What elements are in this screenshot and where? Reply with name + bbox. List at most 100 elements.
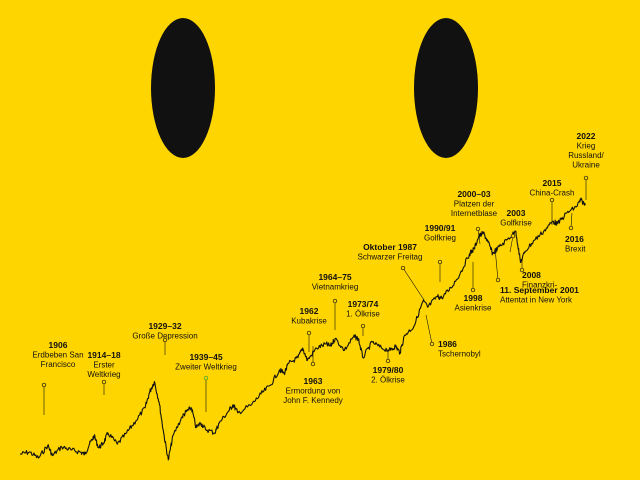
annotation-text: Brexit: [565, 245, 586, 254]
annotation-text: Kubakrise: [291, 317, 327, 326]
annotation-label: 1964–75 Vietnamkrieg: [312, 272, 359, 292]
annotation-marker: [310, 361, 316, 367]
annotation-text: Russland/: [568, 151, 604, 160]
annotation-text: Große Depression: [132, 332, 197, 341]
annotation-text: Asienkrise: [455, 304, 492, 313]
annotation-year: 2008: [522, 270, 541, 280]
annotation-year: 1906: [49, 340, 68, 350]
annotation-year: 2022: [577, 131, 596, 141]
annotation-label: 1998 Asienkrise: [455, 293, 492, 313]
annotation-marker: [475, 226, 481, 232]
annotation-10: 1986 Tschernobyl: [425, 314, 481, 359]
annotation-year: 1963: [304, 376, 323, 386]
annotation-label: 1962 Kubakrise: [291, 306, 327, 326]
annotation-year: 1990/91: [425, 223, 456, 233]
annotation-text: Zweiter Weltkrieg: [175, 363, 237, 372]
annotation-13: 2000–03 Platzen der Internetblase: [451, 189, 498, 245]
annotation-marker: [385, 358, 391, 364]
annotation-year: 1998: [464, 293, 483, 303]
annotation-year: 1929–32: [148, 321, 181, 331]
annotation-18: 2016 Brexit: [565, 212, 586, 254]
annotation-year: 1964–75: [318, 272, 351, 282]
annotation-7: 1973/74 1. Ölkrise: [346, 299, 380, 336]
annotation-year: 2015: [543, 178, 562, 188]
annotation-marker: [495, 277, 501, 283]
annotation-year: 1939–45: [189, 352, 222, 362]
annotation-text: Krieg: [577, 142, 596, 151]
annotation-leader: [509, 235, 514, 253]
annotation-text: Ermordung von: [286, 387, 341, 396]
annotation-year: 2003: [507, 208, 526, 218]
annotation-text: Finanzkri-: [522, 281, 557, 290]
annotation-text: Internetblase: [451, 209, 498, 218]
annotation-text: Attentat in New York: [500, 296, 573, 305]
annotation-text: Schwarzer Freitag: [358, 253, 423, 262]
annotation-marker: [203, 375, 209, 381]
annotation-label: 1990/91 Golfkrieg: [424, 223, 456, 243]
annotation-marker: [510, 233, 516, 239]
annotation-leader: [425, 314, 433, 345]
annotation-label: 1963 Ermordung von John F. Kennedy: [283, 376, 343, 405]
annotation-4: 1962 Kubakrise: [291, 306, 327, 352]
annotation-text: Erster: [93, 361, 115, 370]
annotation-marker: [519, 267, 525, 273]
annotation-text: Platzen der: [454, 200, 495, 209]
series-line: [19, 197, 586, 461]
annotation-marker: [306, 330, 312, 336]
annotation-19: 2022 Krieg Russland/Ukraine: [568, 131, 605, 200]
annotation-leader: [477, 228, 481, 245]
annotation-label: 1914–18 Erster Weltkrieg: [87, 350, 120, 379]
annotation-text: Vietnamkrieg: [312, 283, 359, 292]
annotation-year: 1979/80: [373, 365, 404, 375]
annotation-2: 1929–32 Große Depression: [132, 321, 198, 355]
annotation-text: Weltkrieg: [87, 370, 120, 379]
annotation-year: Oktober 1987: [363, 242, 417, 252]
annotation-text: Tschernobyl: [438, 350, 481, 359]
annotation-9: Oktober 1987 Schwarzer Freitag: [358, 242, 425, 301]
annotation-label: 1986 Tschernobyl: [438, 339, 481, 359]
annotation-label: 1979/80 2. Ölkrise: [371, 365, 405, 385]
annotation-8: 1979/80 2. Ölkrise: [371, 349, 405, 385]
annotation-label: 11. September 2001 Attentat in New York: [500, 285, 579, 305]
annotation-label: 2003 Golfkrise: [500, 208, 532, 228]
annotation-text: Ukraine: [572, 161, 600, 170]
annotation-marker: [332, 298, 338, 304]
annotation-16: 2008 Finanzkri-: [519, 258, 557, 290]
annotation-label: 1929–32 Große Depression: [132, 321, 197, 341]
annotation-label: 2015 China-Crash: [530, 178, 575, 198]
annotation-leader: [570, 212, 573, 229]
annotation-text: China-Crash: [530, 189, 575, 198]
left-eye-shape: [151, 18, 215, 158]
right-eye-shape: [414, 18, 478, 158]
annotation-label: 2008 Finanzkri-: [522, 270, 557, 290]
annotation-17: 2015 China-Crash: [530, 178, 575, 225]
annotation-label: 2000–03 Platzen der Internetblase: [451, 189, 498, 218]
annotation-15: 11. September 2001 Attentat in New York: [494, 247, 579, 305]
annotation-year: 2016: [565, 234, 584, 244]
annotation-text: Golfkrise: [500, 219, 532, 228]
annotation-0: 1906 Erdbeben San Francisco: [32, 340, 84, 415]
annotation-year: 1973/74: [348, 299, 379, 309]
annotation-marker: [470, 287, 476, 293]
annotation-label: 1973/74 1. Ölkrise: [346, 299, 380, 319]
annotation-label: 1939–45 Zweiter Weltkrieg: [175, 352, 237, 372]
annotation-text: 2. Ölkrise: [371, 376, 405, 385]
annotation-text: Golfkrieg: [424, 234, 456, 243]
annotation-label: Oktober 1987 Schwarzer Freitag: [358, 242, 423, 262]
annotation-marker: [400, 265, 406, 271]
annotation-marker: [549, 197, 555, 203]
annotation-text: Francisco: [41, 360, 76, 369]
annotation-text: John F. Kennedy: [283, 396, 343, 405]
annotation-label: 1906 Erdbeben San Francisco: [32, 340, 83, 369]
annotation-year: 11. September 2001: [500, 285, 579, 295]
annotation-leader: [494, 247, 499, 281]
annotation-marker: [360, 323, 366, 329]
annotation-12: 1998 Asienkrise: [455, 262, 492, 313]
annotation-marker: [101, 379, 107, 385]
annotation-marker: [429, 341, 435, 347]
annotation-3: 1939–45 Zweiter Weltkrieg: [175, 352, 237, 412]
annotation-marker: [583, 175, 589, 181]
annotation-leader: [402, 267, 425, 301]
annotation-text: Erdbeben San: [32, 351, 83, 360]
